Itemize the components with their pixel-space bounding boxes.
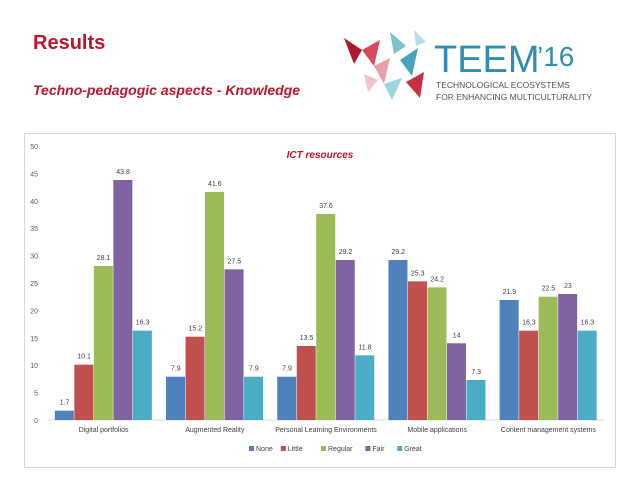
logo-year-text: ’16 (537, 41, 574, 72)
legend-label: Great (404, 446, 422, 453)
bar-none (499, 299, 519, 420)
y-tick-label: 25 (30, 281, 38, 288)
bar-great (244, 376, 264, 420)
legend-swatch-great (397, 446, 403, 451)
x-category-label: Content management systems (501, 427, 596, 434)
y-tick-label: 10 (30, 363, 38, 370)
chart-title: ICT resources (287, 150, 354, 161)
data-label: 14 (453, 332, 461, 339)
bar-fair (558, 293, 578, 420)
bar-great (132, 330, 152, 420)
data-label: 1.7 (60, 400, 70, 407)
legend-swatch-fair (365, 446, 371, 451)
data-label: 11.8 (358, 344, 371, 351)
bar-little (407, 281, 427, 420)
bar-fair (224, 269, 244, 420)
data-label: 7.9 (249, 366, 259, 373)
logo-emblem-icon (344, 30, 426, 100)
legend-label: Little (288, 446, 303, 453)
legend-label: Regular (328, 446, 353, 453)
bar-little (296, 346, 316, 420)
data-label: 28.1 (97, 255, 111, 262)
bar-little (74, 364, 94, 420)
y-tick-label: 20 (30, 308, 38, 315)
bar-great (466, 379, 486, 420)
legend-swatch-none (249, 446, 254, 451)
data-label: 10.1 (77, 354, 91, 361)
bar-regular (427, 287, 447, 420)
y-tick-label: 0 (34, 418, 38, 425)
legend-label: Fair (372, 446, 385, 453)
x-category-label: Augmented Reality (185, 427, 245, 434)
y-tick-label: 45 (30, 171, 38, 178)
legend-swatch-little (280, 446, 286, 451)
bar-fair (446, 343, 466, 420)
bar-none (277, 376, 297, 420)
bar-none (54, 410, 74, 420)
data-label: 13.5 (300, 335, 314, 342)
data-label: 16.3 (136, 320, 150, 327)
bar-chart: ICT resources 0 5 10 15 20 25 30 35 40 45 50 1.7 10.1… (30, 144, 604, 453)
x-category-label: Mobile applications (407, 427, 467, 434)
bar-regular (316, 213, 336, 420)
slide-subtitle: Techno-pedagogic aspects - Knowledge (33, 82, 301, 98)
data-label: 7.9 (282, 366, 292, 373)
data-label: 7.3 (471, 369, 481, 376)
bar-none (388, 259, 408, 420)
bar-fair (113, 179, 133, 420)
y-tick-label: 30 (30, 254, 38, 261)
logo-line2: FOR ENHANCING MULTICULTURALITY (436, 92, 592, 102)
data-label: 41.6 (208, 181, 222, 188)
y-tick-label: 15 (30, 336, 38, 343)
y-tick-label: 5 (34, 391, 38, 398)
legend-swatch-regular (321, 446, 326, 451)
bar-fair (335, 259, 355, 420)
teem-logo: TEEM ’16 TECHNOLOGICAL ECOSYSTEMS FOR EN… (344, 30, 592, 102)
data-label: 15.2 (188, 326, 202, 333)
legend-label: None (256, 446, 273, 453)
logo-main-text: TEEM (434, 39, 540, 81)
data-label: 43.8 (116, 169, 130, 176)
data-label: 16.3 (581, 320, 595, 327)
bar-little (519, 330, 539, 420)
data-label: 24.2 (430, 276, 444, 283)
data-label: 29.2 (339, 249, 353, 256)
bar-regular (205, 192, 225, 420)
x-category-label: Digital portfolios (79, 427, 129, 434)
slide-title: Results (33, 32, 106, 54)
bar-none (166, 376, 186, 420)
y-tick-label: 40 (30, 199, 38, 206)
data-label: 29.2 (391, 249, 405, 256)
x-category-label: Personal Learning Environments (275, 427, 377, 434)
data-label: 27.5 (227, 258, 241, 265)
data-label: 16.3 (522, 320, 536, 327)
bar-great (577, 330, 597, 420)
logo-line1: TECHNOLOGICAL ECOSYSTEMS (436, 80, 570, 90)
bar-regular (538, 296, 558, 420)
data-label: 22.5 (542, 286, 556, 293)
bar-great (355, 355, 375, 420)
data-label: 7.9 (171, 366, 181, 373)
y-tick-label: 50 (30, 144, 38, 151)
bar-little (185, 336, 205, 420)
data-label: 25.3 (411, 270, 425, 277)
data-label: 37.6 (319, 203, 333, 210)
data-label: 23 (564, 283, 572, 290)
bar-regular (93, 266, 113, 420)
data-label: 21.9 (503, 289, 517, 296)
y-tick-label: 35 (30, 226, 38, 233)
